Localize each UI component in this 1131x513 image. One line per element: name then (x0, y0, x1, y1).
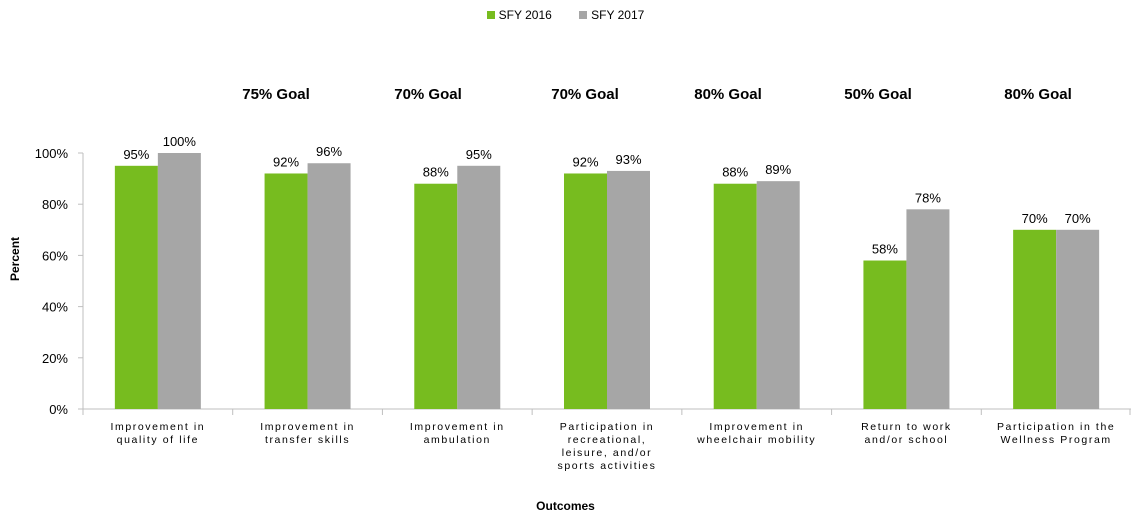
x-tick-label: Participation in (560, 421, 654, 433)
x-tick-label: Improvement in (110, 421, 205, 433)
bar-sfy-2017 (1056, 229, 1100, 409)
x-axis-title: Outcomes (536, 499, 595, 513)
x-tick-label: sports activities (558, 460, 657, 472)
data-label: 70% (1022, 211, 1048, 226)
data-label: 58% (872, 242, 898, 257)
goal-label-wellness: 80% Goal (1004, 86, 1072, 103)
x-tick-label: Wellness Program (1001, 434, 1112, 446)
bar-sfy-2016 (114, 165, 158, 409)
x-tick-label: ambulation (424, 434, 491, 446)
x-tick-label: Improvement in (709, 421, 804, 433)
legend-item-sfy-2017: SFY 2017 (579, 7, 644, 22)
bar-sfy-2017 (157, 153, 201, 409)
bar-sfy-2016 (264, 173, 308, 409)
bar-sfy-2016 (414, 183, 458, 409)
data-label: 92% (273, 154, 299, 169)
y-tick-label: 40% (42, 300, 68, 315)
data-label: 95% (466, 147, 492, 162)
data-label: 78% (915, 190, 941, 205)
x-tick-label: Improvement in (260, 421, 355, 433)
goal-label-ambulation: 70% Goal (394, 86, 462, 103)
x-tick-label: transfer skills (265, 434, 350, 446)
x-tick-label: and/or school (865, 434, 949, 446)
bar-sfy-2017 (906, 209, 950, 409)
bar-sfy-2017 (607, 170, 650, 409)
legend-swatch-sfy-2016 (486, 10, 495, 19)
data-label: 95% (123, 147, 149, 162)
data-label: 88% (722, 165, 748, 180)
legend-swatch-sfy-2017 (579, 10, 588, 19)
goal-label-wheelchair-mobility: 80% Goal (694, 86, 762, 103)
x-tick-label: recreational, (568, 434, 647, 446)
y-tick-label: 20% (42, 351, 68, 366)
legend-label-sfy-2017: SFY 2017 (591, 7, 645, 22)
x-tick-label: quality of life (117, 434, 199, 446)
bar-sfy-2016 (1013, 229, 1057, 409)
y-tick-label: 60% (42, 248, 68, 263)
legend: SFY 2016 SFY 2017 (0, 7, 1131, 22)
bar-sfy-2016 (713, 183, 757, 409)
data-label: 96% (316, 144, 342, 159)
data-label: 89% (765, 162, 791, 177)
bar-sfy-2016 (863, 260, 907, 409)
goal-label-recreation: 70% Goal (551, 86, 619, 103)
x-tick-label: Participation in the (997, 421, 1115, 433)
x-tick-label: wheelchair mobility (696, 434, 816, 446)
bar-sfy-2017 (756, 181, 800, 409)
data-label: 93% (615, 152, 641, 167)
x-tick-label: Improvement in (410, 421, 505, 433)
x-tick-label: Return to work (861, 421, 952, 433)
y-tick-label: 100% (35, 146, 69, 161)
data-label: 100% (163, 134, 197, 149)
goal-label-transfer-skills: 75% Goal (242, 86, 310, 103)
bar-sfy-2017 (457, 165, 501, 409)
y-tick-label: 0% (49, 402, 68, 417)
data-label: 70% (1065, 211, 1091, 226)
bar-sfy-2017 (307, 163, 351, 409)
bar-sfy-2016 (564, 173, 607, 409)
goal-label-return-to-work: 50% Goal (844, 86, 912, 103)
data-label: 88% (423, 165, 449, 180)
data-label: 92% (572, 154, 598, 169)
x-tick-label: leisure, and/or (562, 447, 653, 459)
legend-item-sfy-2016: SFY 2016 (486, 7, 552, 22)
y-tick-label: 80% (42, 197, 68, 212)
legend-label-sfy-2016: SFY 2016 (498, 7, 552, 22)
